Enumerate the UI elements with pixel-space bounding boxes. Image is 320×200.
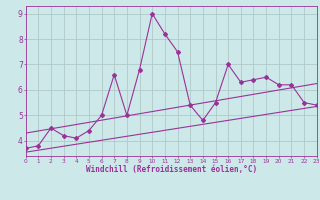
X-axis label: Windchill (Refroidissement éolien,°C): Windchill (Refroidissement éolien,°C) xyxy=(86,165,257,174)
